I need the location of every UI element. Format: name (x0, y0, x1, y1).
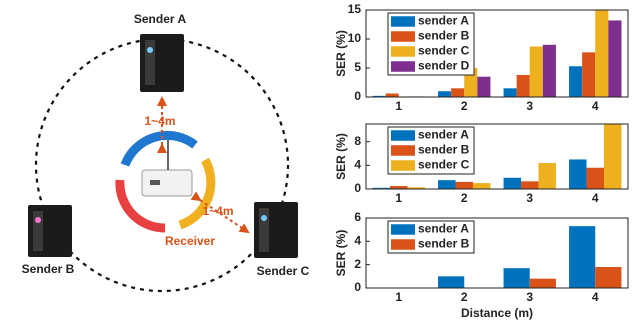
x-tick-label: 4 (592, 191, 599, 205)
bar (582, 52, 596, 97)
diagram: Sender A Sender B Sender C 1~4m 1~4m Rec… (22, 12, 310, 293)
legend-swatch (391, 160, 415, 171)
legend-swatch (391, 46, 415, 57)
y-tick-label: 0 (354, 280, 361, 294)
axes-frame (365, 123, 629, 190)
y-tick-label: 4 (354, 158, 361, 172)
x-tick-label: 3 (526, 191, 533, 205)
distance-arrow (190, 191, 250, 234)
y-tick-label: 15 (348, 2, 362, 16)
legend-swatch (391, 224, 415, 235)
legend-label: sender D (418, 59, 470, 73)
bar (516, 74, 530, 97)
x-tick-label: 3 (526, 290, 533, 304)
x-tick-label: 4 (592, 290, 599, 304)
legend-label: sender B (418, 143, 470, 157)
sender-c-icon (254, 202, 298, 258)
distance-label: 1~4m (144, 114, 175, 128)
x-tick-label: 2 (461, 191, 468, 205)
axes-frame (365, 9, 629, 98)
x-tick-label: 2 (461, 290, 468, 304)
bar (407, 187, 425, 189)
bar (451, 88, 465, 97)
legend-swatch (391, 61, 415, 72)
y-tick-label: 2 (354, 257, 361, 271)
bar (503, 88, 517, 97)
sender-label: Sender B (22, 262, 75, 276)
bar (569, 226, 596, 288)
bar (608, 20, 622, 97)
x-tick-label: 1 (395, 290, 402, 304)
legend-label: sender A (418, 14, 469, 28)
x-tick-label: 3 (526, 99, 533, 113)
y-tick-label: 0 (354, 89, 361, 103)
bar (529, 278, 556, 288)
bar (372, 187, 391, 189)
legend-label: sender B (418, 237, 470, 251)
receiver-icon (141, 140, 193, 197)
bar (477, 76, 491, 97)
x-axis-label: Distance (m) (461, 306, 533, 320)
legend-swatch (391, 145, 415, 156)
legend-swatch (391, 130, 415, 141)
y-tick-label: 8 (354, 134, 361, 148)
legend-label: sender C (418, 44, 470, 58)
bar (569, 159, 587, 189)
legend-swatch (391, 239, 415, 250)
bar (385, 93, 399, 97)
receiver-label: Receiver (165, 234, 215, 248)
sender-label: Sender C (257, 264, 310, 278)
x-tick-label: 1 (395, 191, 402, 205)
bar (472, 183, 491, 189)
bar (455, 181, 473, 189)
y-tick-label: 10 (348, 31, 362, 45)
range-circle (34, 37, 290, 293)
legend-label: sender C (418, 158, 470, 172)
x-tick-label: 1 (395, 99, 402, 113)
bar (538, 163, 556, 189)
bar (438, 276, 465, 288)
sender-a-icon (140, 34, 184, 92)
bar (603, 124, 622, 189)
y-tick-label: 5 (354, 60, 361, 74)
bar (586, 167, 604, 189)
sender-b-icon (28, 205, 72, 257)
legend-label: sender B (418, 29, 470, 43)
y-tick-label: 0 (354, 181, 361, 195)
bar (438, 91, 452, 97)
bar (529, 46, 543, 97)
bar (390, 186, 408, 189)
legend-swatch (391, 16, 415, 27)
bar (542, 44, 556, 97)
x-tick-label: 4 (592, 99, 599, 113)
distance-label: 1~4m (202, 204, 233, 218)
bar (595, 267, 622, 288)
y-axis-label: SER (%) (334, 230, 348, 277)
cycle-arrow (115, 179, 166, 233)
bar (503, 268, 530, 288)
legend-swatch (391, 31, 415, 42)
axes-frame (365, 217, 629, 289)
bar (521, 181, 539, 189)
cycle-arrow (120, 130, 198, 167)
bar (503, 177, 522, 189)
bar (372, 95, 386, 97)
bar (595, 10, 609, 97)
y-axis-label: SER (%) (334, 133, 348, 180)
y-tick-label: 6 (354, 210, 361, 224)
legend-label: sender A (418, 222, 469, 236)
sender-label: Sender A (134, 12, 187, 26)
bar (438, 180, 456, 189)
bar (569, 66, 583, 97)
x-tick-label: 2 (461, 99, 468, 113)
y-tick-label: 4 (354, 234, 361, 248)
y-axis-label: SER (%) (334, 30, 348, 77)
legend-label: sender A (418, 128, 469, 142)
